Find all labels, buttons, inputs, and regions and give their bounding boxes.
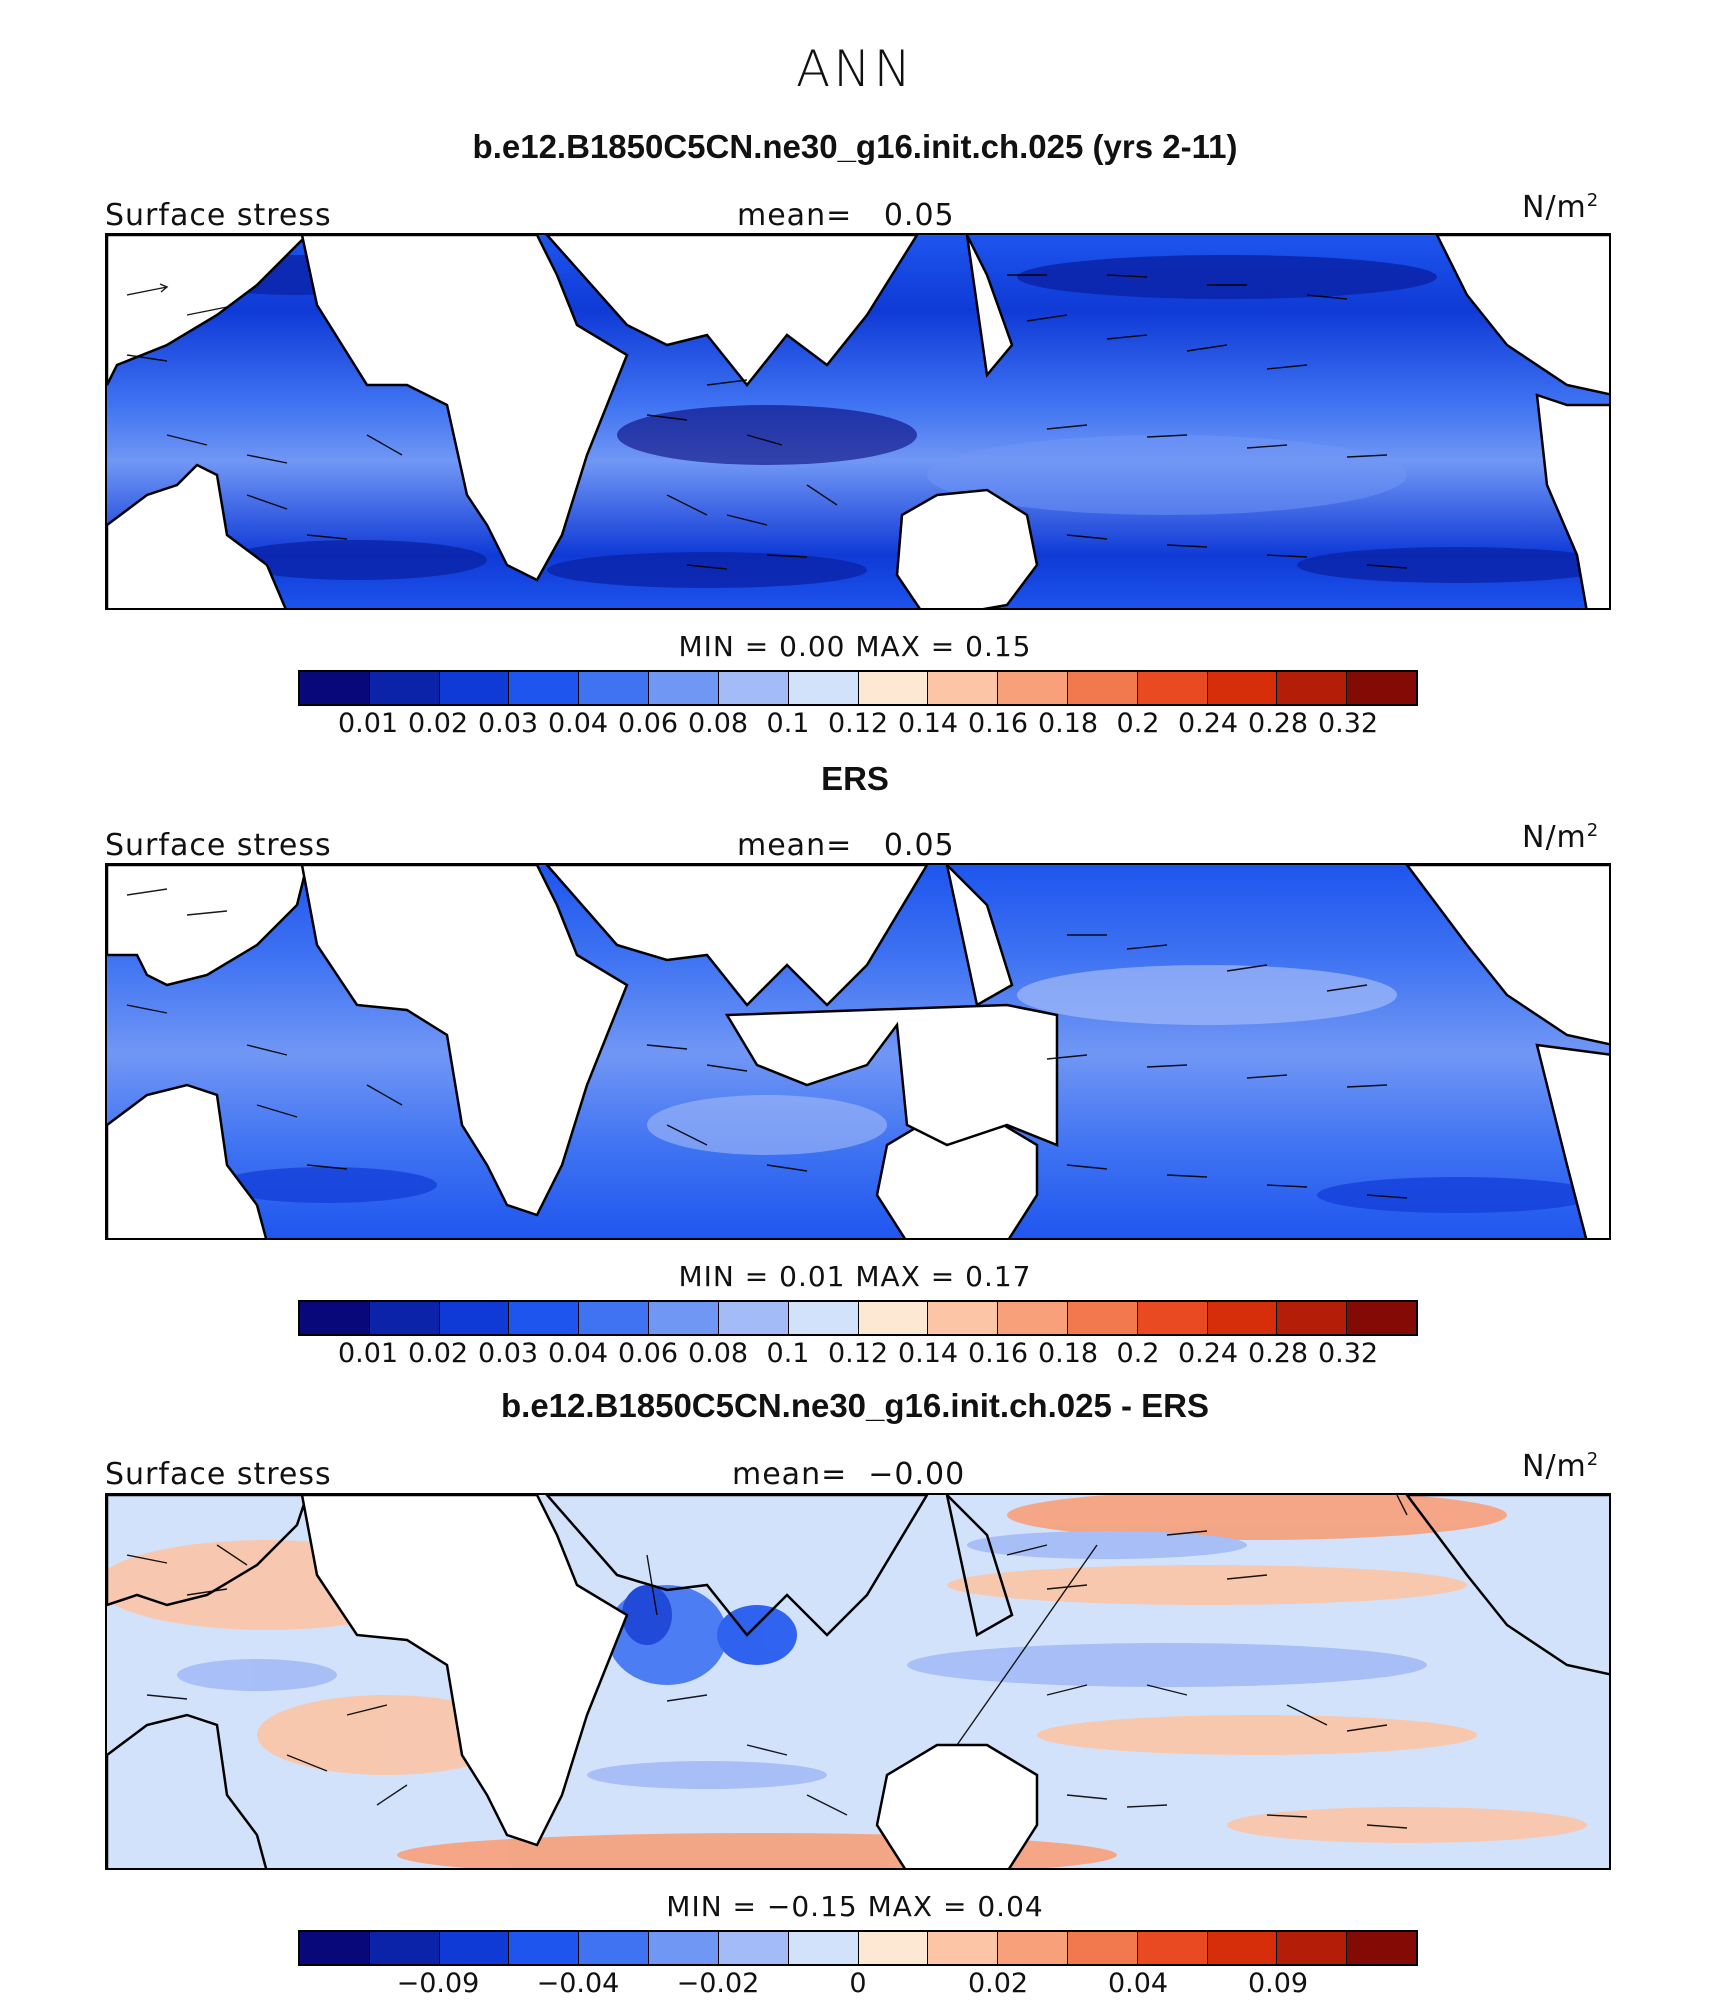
panel-1-units: N/m2: [1522, 190, 1600, 225]
tick-label: 0.01: [337, 1338, 399, 1369]
panel-2-colorbar-ticks: 0.01 0.02 0.03 0.04 0.06 0.08 0.1 0.12 0…: [298, 1338, 1418, 1372]
panel-2-variable-label: Surface stress: [105, 828, 332, 863]
tick-label: 0.03: [477, 708, 539, 739]
wind-vectors: [126, 274, 1408, 570]
tick-label: 0.04: [1107, 1968, 1169, 1999]
tick-label: 0.12: [827, 708, 889, 739]
tick-label: 0.14: [897, 1338, 959, 1369]
tick-label: 0.28: [1247, 708, 1309, 739]
tick-label: 0.06: [617, 1338, 679, 1369]
panel-1-variable-label: Surface stress: [105, 198, 332, 233]
panel-1-colorbar-ticks: 0.01 0.02 0.03 0.04 0.06 0.08 0.1 0.12 0…: [298, 708, 1418, 742]
figure-title: ANN: [795, 40, 914, 98]
land: [107, 1495, 1609, 1868]
tick-label: 0.2: [1116, 1338, 1160, 1369]
tick-label: 0.09: [1247, 1968, 1309, 1999]
land: [107, 865, 1609, 1238]
panel-2-minmax: MIN = 0.01 MAX = 0.17: [678, 1260, 1032, 1293]
panel-3-map: [105, 1493, 1611, 1870]
tick-label: 0.24: [1177, 708, 1239, 739]
tick-label: 0.24: [1177, 1338, 1239, 1369]
tick-label: 0.04: [547, 1338, 609, 1369]
panel-3-colorbar: [298, 1930, 1418, 1966]
tick-label: 0.1: [766, 1338, 810, 1369]
land: [107, 235, 1609, 608]
tick-label: 0.1: [766, 708, 810, 739]
panel-1-minmax: MIN = 0.00 MAX = 0.15: [678, 630, 1032, 663]
panel-1-title: b.e12.B1850C5CN.ne30_g16.init.ch.025 (yr…: [472, 128, 1238, 165]
tick-label: 0.08: [687, 1338, 749, 1369]
tick-label: 0.32: [1317, 708, 1379, 739]
tick-label: 0.18: [1037, 1338, 1099, 1369]
tick-label: 0: [849, 1968, 867, 1999]
tick-label: 0.16: [967, 708, 1029, 739]
tick-label: 0.12: [827, 1338, 889, 1369]
tick-label: 0.04: [547, 708, 609, 739]
tick-label: 0.28: [1247, 1338, 1309, 1369]
tick-label: 0.32: [1317, 1338, 1379, 1369]
tick-label: 0.02: [407, 1338, 469, 1369]
panel-2-units: N/m2: [1522, 820, 1600, 855]
panel-3-colorbar-ticks: −0.09 −0.04 −0.02 0 0.02 0.04 0.09: [298, 1968, 1418, 2002]
tick-label: 0.02: [407, 708, 469, 739]
panel-1-mean: mean= 0.05: [737, 198, 955, 233]
panel-2-map: [105, 863, 1611, 1240]
tick-label: 0.06: [617, 708, 679, 739]
tick-label: 0.08: [687, 708, 749, 739]
tick-label: −0.09: [396, 1968, 480, 1999]
tick-label: 0.18: [1037, 708, 1099, 739]
tick-label: 0.01: [337, 708, 399, 739]
tick-label: 0.03: [477, 1338, 539, 1369]
panel-2-title: ERS: [821, 760, 889, 797]
panel-3-title: b.e12.B1850C5CN.ne30_g16.init.ch.025 - E…: [501, 1387, 1209, 1424]
panel-1-map: [105, 233, 1611, 610]
panel-3-variable-label: Surface stress: [105, 1457, 332, 1492]
panel-1-colorbar: [298, 670, 1418, 706]
panel-2-colorbar: [298, 1300, 1418, 1336]
tick-label: −0.04: [536, 1968, 620, 1999]
panel-3-minmax: MIN = −0.15 MAX = 0.04: [666, 1890, 1044, 1923]
tick-label: 0.14: [897, 708, 959, 739]
panel-3-units: N/m2: [1522, 1449, 1600, 1484]
tick-label: −0.02: [676, 1968, 760, 1999]
tick-label: 0.16: [967, 1338, 1029, 1369]
tick-label: 0.2: [1116, 708, 1160, 739]
panel-3-mean: mean= −0.00: [732, 1457, 966, 1492]
panel-2-mean: mean= 0.05: [737, 828, 955, 863]
tick-label: 0.02: [967, 1968, 1029, 1999]
